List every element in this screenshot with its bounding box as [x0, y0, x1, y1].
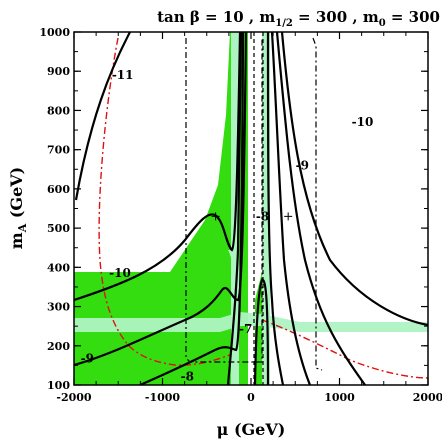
contour-label: -9 [81, 351, 94, 365]
contour-label: -11 [112, 68, 134, 82]
contour-label: -10 [352, 115, 374, 129]
contour-label: -10 [109, 266, 131, 280]
black-dashed-lines [253, 32, 264, 385]
contour-lines [74, 32, 428, 385]
red-dashdot-boundary [98, 37, 231, 366]
y-tick-label: 700 [47, 144, 70, 157]
y-tick-label: 600 [47, 183, 70, 196]
red-dashdot-boundary-right [261, 319, 428, 379]
y-axis: 100 200 300 400 500 600 700 800 900 1000 [39, 26, 428, 392]
black-dashdot-boundary-right [312, 37, 323, 371]
plus-marker [284, 212, 293, 221]
x-tick-label: -2000 [56, 391, 92, 404]
contour-label: -8 [181, 369, 194, 383]
plus-marker [211, 212, 220, 221]
x-tick-label: 1000 [324, 391, 355, 404]
y-axis-label: mA (GeV) [7, 167, 29, 249]
y-tick-label: 900 [47, 65, 70, 78]
y-tick-label: 1000 [39, 26, 70, 39]
x-tick-label: -1000 [145, 391, 181, 404]
contour-label: -9 [296, 158, 309, 172]
y-tick-label: 300 [47, 301, 70, 314]
x-axis-label: μ (GeV) [217, 420, 286, 439]
contour-label-group: -11 -10 -10 -9 -9 -8 -8 -7 [81, 68, 374, 383]
x-tick-label: 0 [247, 391, 255, 404]
y-tick-label: 500 [47, 222, 70, 235]
x-axis: -2000 -1000 0 1000 2000 [56, 32, 442, 404]
contour-label: -8 [256, 209, 269, 223]
y-tick-label: 800 [47, 104, 70, 117]
y-tick-label: 400 [47, 261, 70, 274]
chart-title: tan β = 10 , m1/2 = 300 , m0 = 300 [157, 8, 440, 29]
x-tick-label: 2000 [413, 391, 442, 404]
y-tick-label: 100 [47, 379, 70, 392]
y-tick-label: 200 [47, 340, 70, 353]
marker-group [211, 212, 293, 221]
contour-label: -7 [239, 322, 252, 336]
